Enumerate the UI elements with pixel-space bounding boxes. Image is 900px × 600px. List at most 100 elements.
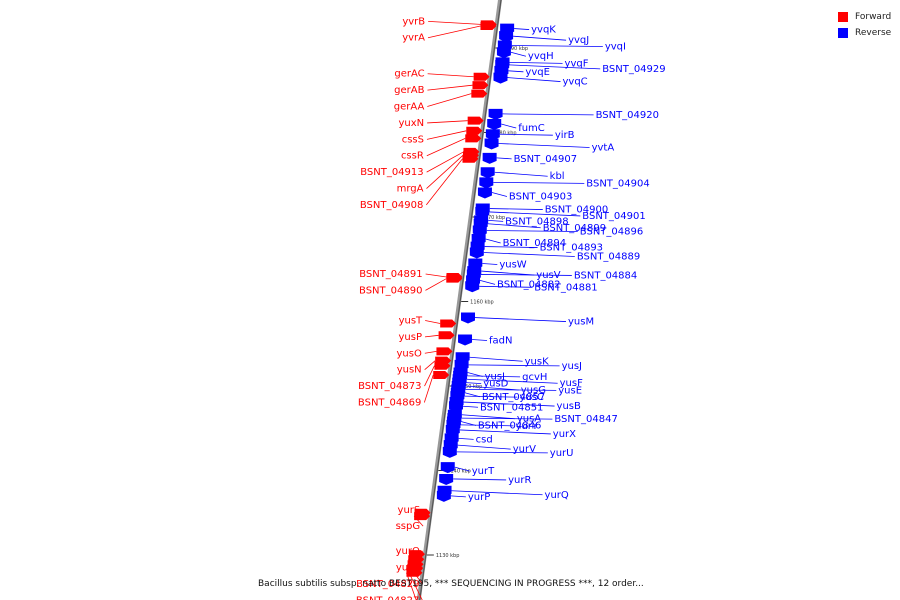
reverse-gene-arrow: [477, 187, 492, 199]
forward-gene-label: mrgA: [397, 184, 424, 195]
reverse-gene-arrow: [458, 334, 473, 346]
reverse-gene[interactable]: yvqJ: [499, 31, 589, 46]
reverse-gene[interactable]: BSNT_04881: [465, 281, 598, 293]
reverse-gene[interactable]: fumC: [487, 119, 545, 134]
reverse-gene[interactable]: yusJ: [454, 359, 582, 372]
forward-gene-label: yuxN: [398, 118, 424, 129]
forward-gene-arrow: [438, 331, 455, 340]
reverse-gene[interactable]: BSNT_04904: [479, 177, 650, 189]
forward-gene-leader: [425, 320, 441, 324]
reverse-gene-label: yurT: [472, 466, 495, 477]
reverse-swatch: [838, 28, 848, 38]
forward-gene[interactable]: gerAC: [394, 69, 490, 81]
forward-gene-label: gerAB: [394, 85, 424, 96]
axis-backbone: [416, 0, 503, 600]
forward-gene[interactable]: yusT: [399, 315, 457, 328]
forward-gene[interactable]: BSNT_04908: [360, 154, 479, 211]
reverse-gene[interactable]: yvqH: [496, 47, 554, 62]
reverse-gene-leader: [486, 230, 578, 232]
forward-gene-label: yusT: [399, 315, 423, 326]
reverse-gene[interactable]: BSNT_04851: [448, 401, 543, 413]
reverse-gene[interactable]: yurR: [439, 473, 532, 486]
reverse-gene-leader: [509, 61, 563, 64]
forward-gene[interactable]: BSNT_04869: [358, 371, 450, 408]
forward-gene-leader: [426, 130, 467, 140]
reverse-gene[interactable]: BSNT_04920: [488, 108, 659, 121]
reverse-gene-label: BSNT_04851: [480, 402, 543, 413]
reverse-gene-label: BSNT_04898: [505, 216, 568, 227]
reverse-gene[interactable]: BSNT_04907: [482, 152, 577, 165]
reverse-gene-arrow: [472, 225, 487, 237]
reverse-gene[interactable]: yurU: [442, 446, 574, 459]
forward-gene[interactable]: yusP: [399, 331, 455, 343]
reverse-gene-arrow: [439, 473, 454, 485]
reverse-gene-leader: [466, 378, 558, 384]
reverse-gene[interactable]: BSNT_04903: [477, 187, 572, 202]
forward-gene[interactable]: cssS: [402, 126, 483, 146]
forward-gene[interactable]: yusO: [396, 347, 453, 359]
forward-gene-leader: [413, 515, 424, 527]
reverse-gene-leader: [485, 238, 501, 244]
reverse-gene-label: BSNT_04901: [582, 211, 645, 222]
forward-gene-arrow: [433, 371, 450, 380]
forward-gene-label: BSNT_04891: [359, 269, 422, 280]
reverse-gene[interactable]: yirB: [485, 129, 575, 141]
reverse-gene-label: BSNT_04899: [543, 223, 606, 234]
forward-gene-leader: [427, 120, 468, 124]
reverse-gene[interactable]: yvtA: [484, 138, 615, 153]
reverse-gene-leader: [461, 417, 553, 420]
reverse-gene-leader: [499, 133, 553, 136]
reverse-gene-label: yusB: [557, 401, 581, 412]
reverse-gene-arrow: [488, 108, 503, 120]
reverse-gene-label: BSNT_04894: [503, 238, 566, 249]
forward-gene-arrow: [467, 116, 484, 125]
reverse-gene-label: BSNT_04903: [509, 191, 572, 202]
reverse-gene[interactable]: yurQ: [437, 485, 569, 501]
forward-track: yvrB yvrA gerAC gerAB gerAA yuxN cssS cssR BSNT_…: [356, 16, 497, 600]
reverse-gene-leader: [464, 395, 518, 398]
forward-gene-label: BSNT_04913: [360, 167, 423, 178]
reverse-gene-label: yurY: [515, 421, 538, 432]
forward-gene[interactable]: gerAB: [394, 81, 489, 96]
reverse-gene-arrow: [436, 490, 451, 502]
reverse-gene[interactable]: BSNT_04901: [475, 206, 646, 222]
forward-gene-label: yurS: [398, 505, 421, 516]
reverse-gene-label: fadN: [489, 336, 512, 347]
reverse-gene-leader: [510, 51, 527, 57]
reverse-gene[interactable]: BSNT_04889: [469, 247, 640, 262]
reverse-gene[interactable]: kbl: [480, 167, 565, 182]
forward-gene-arrow: [446, 274, 463, 283]
reverse-gene[interactable]: BSNT_04896: [472, 225, 643, 238]
forward-swatch: [838, 12, 848, 22]
reverse-gene-label: yusJ: [562, 361, 582, 372]
reverse-gene[interactable]: yurP: [436, 490, 490, 503]
forward-gene-arrow: [480, 22, 497, 31]
forward-gene-arrow: [471, 89, 488, 98]
reverse-gene[interactable]: fadN: [458, 334, 513, 347]
legend-reverse-label: Reverse: [855, 28, 892, 38]
forward-gene[interactable]: gerAA: [394, 89, 488, 113]
reverse-gene-leader: [483, 252, 575, 257]
forward-gene[interactable]: yurL: [397, 568, 423, 600]
forward-gene[interactable]: sspG: [396, 512, 431, 532]
reverse-gene[interactable]: yvqC: [493, 72, 588, 88]
forward-gene-leader: [426, 158, 463, 206]
reverse-gene[interactable]: yurX: [445, 424, 576, 440]
reverse-gene-label: yusC: [519, 392, 543, 403]
reverse-gene[interactable]: yusM: [461, 312, 594, 328]
forward-gene[interactable]: cssR: [401, 134, 482, 162]
forward-gene[interactable]: BSNT_04873: [358, 361, 451, 392]
reverse-gene-label: BSNT_04904: [586, 178, 649, 189]
reverse-gene-label: BSNT_04881: [534, 282, 597, 293]
reverse-gene-leader: [457, 444, 511, 450]
forward-gene-arrow: [472, 81, 489, 90]
reverse-gene-leader: [450, 495, 466, 498]
reverse-gene-leader: [487, 223, 541, 229]
forward-gene-label: BSNT_04873: [358, 381, 421, 392]
reverse-gene[interactable]: yurT: [440, 462, 495, 477]
forward-gene[interactable]: BSNT_04890: [359, 274, 463, 297]
forward-gene[interactable]: yuxN: [398, 116, 484, 129]
reverse-gene-label: yusW: [499, 259, 526, 270]
forward-gene[interactable]: yvrA: [402, 22, 497, 44]
